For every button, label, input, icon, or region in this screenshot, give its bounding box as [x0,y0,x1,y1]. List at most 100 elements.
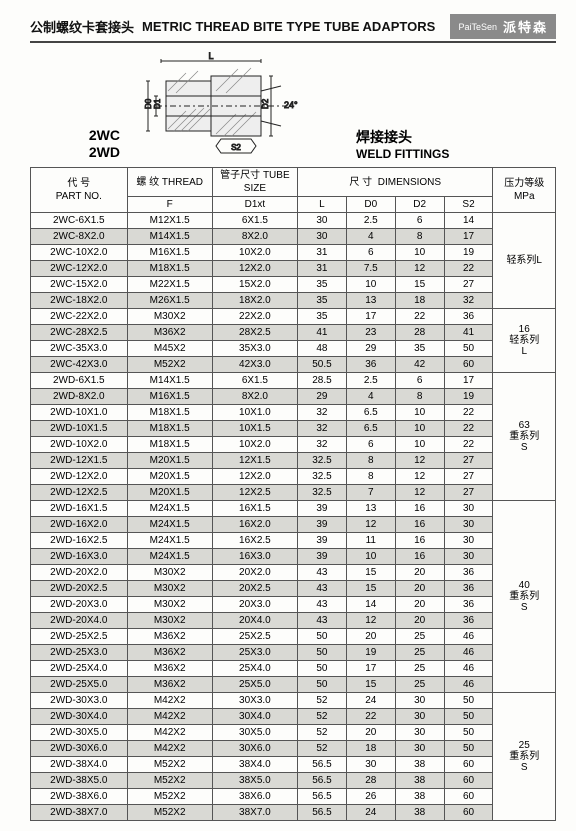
cell-l: 56.5 [298,805,347,821]
cell-d: 30X3.0 [212,693,297,709]
th-thread: 螺 纹 THREAD [127,168,212,197]
title-en: METRIC THREAD BITE TYPE TUBE ADAPTORS [142,19,450,34]
title-cn: 公制螺纹卡套接头 [30,17,134,36]
cell-d2: 16 [395,533,444,549]
cell-d: 12X2.0 [212,261,297,277]
cell-d0: 20 [346,629,395,645]
cell-p: 2WD-10X1.5 [31,421,128,437]
cell-s2: 36 [444,581,493,597]
cell-f: M18X1.5 [127,437,212,453]
cell-s2: 46 [444,661,493,677]
cell-f: M30X2 [127,597,212,613]
cell-d0: 28 [346,773,395,789]
cell-d2: 18 [395,293,444,309]
cell-f: M18X1.5 [127,405,212,421]
cell-d2: 16 [395,517,444,533]
cell-f: M42X2 [127,693,212,709]
th-part: 代 号PART NO. [31,168,128,213]
cell-p: 2WD-38X7.0 [31,805,128,821]
cell-d2: 16 [395,549,444,565]
cell-f: M52X2 [127,357,212,373]
cell-l: 50 [298,677,347,693]
cell-d2: 25 [395,645,444,661]
cell-p: 2WC-8X2.0 [31,229,128,245]
cell-p: 2WD-12X1.5 [31,453,128,469]
cell-d0: 24 [346,693,395,709]
cell-l: 50 [298,645,347,661]
cell-l: 32 [298,437,347,453]
table-body: 2WC-6X1.5M12X1.56X1.5302.5614轻系列L2WC-8X2… [31,213,556,821]
svg-text:L: L [208,51,213,61]
cell-p: 2WD-20X2.0 [31,565,128,581]
cell-d0: 6 [346,245,395,261]
cell-p: 2WD-20X4.0 [31,613,128,629]
cell-d: 20X3.0 [212,597,297,613]
cell-l: 32 [298,421,347,437]
th-press: 压力等级MPa [493,168,556,213]
cell-d0: 20 [346,725,395,741]
cell-l: 50 [298,629,347,645]
cell-f: M24X1.5 [127,533,212,549]
brand-badge: PaiTeSen 派特森 [450,14,556,39]
cell-f: M45X2 [127,341,212,357]
cell-d0: 4 [346,389,395,405]
cell-d0: 8 [346,453,395,469]
cell-d: 15X2.0 [212,277,297,293]
cell-p: 2WD-38X6.0 [31,789,128,805]
cell-d0: 6.5 [346,421,395,437]
cell-d0: 2.5 [346,213,395,229]
cell-l: 48 [298,341,347,357]
cell-s2: 30 [444,517,493,533]
table-row: 2WD-10X2.0M18X1.510X2.03261022 [31,437,556,453]
table-row: 2WD-38X6.0M52X238X6.056.5263860 [31,789,556,805]
cell-d0: 23 [346,325,395,341]
cell-p: 2WD-30X4.0 [31,709,128,725]
cell-d: 16X1.5 [212,501,297,517]
cell-l: 41 [298,325,347,341]
cell-s2: 22 [444,421,493,437]
cell-p: 2WD-20X3.0 [31,597,128,613]
cell-d2: 25 [395,661,444,677]
cell-d: 10X1.0 [212,405,297,421]
cell-l: 31 [298,245,347,261]
cell-d2: 30 [395,741,444,757]
table-row: 2WD-16X2.0M24X1.516X2.039121630 [31,517,556,533]
th-d2: D2 [395,197,444,213]
cell-d2: 42 [395,357,444,373]
cell-s2: 36 [444,309,493,325]
cell-d: 38X5.0 [212,773,297,789]
svg-text:24°: 24° [284,100,298,110]
cell-s2: 60 [444,773,493,789]
cell-d: 30X4.0 [212,709,297,725]
cell-s2: 46 [444,629,493,645]
table-row: 2WD-20X2.0M30X220X2.043152036 [31,565,556,581]
brand-cn: 派特森 [503,17,548,36]
cell-p: 2WD-12X2.0 [31,469,128,485]
cell-d0: 17 [346,309,395,325]
pressure-rating: 63 重系列 S [493,373,556,501]
cell-d2: 12 [395,261,444,277]
cell-f: M16X1.5 [127,389,212,405]
cell-s2: 22 [444,261,493,277]
cell-l: 30 [298,213,347,229]
cell-s2: 27 [444,485,493,501]
cell-d: 20X2.5 [212,581,297,597]
cell-d: 38X4.0 [212,757,297,773]
cell-p: 2WD-20X2.5 [31,581,128,597]
cell-l: 32.5 [298,485,347,501]
cell-d2: 20 [395,581,444,597]
cell-s2: 19 [444,389,493,405]
cell-d2: 15 [395,277,444,293]
cell-d0: 15 [346,677,395,693]
cell-d2: 38 [395,773,444,789]
cell-l: 39 [298,549,347,565]
cell-d0: 36 [346,357,395,373]
cell-s2: 30 [444,501,493,517]
cell-f: M18X1.5 [127,421,212,437]
cell-f: M42X2 [127,709,212,725]
cell-p: 2WD-30X5.0 [31,725,128,741]
cell-d0: 6.5 [346,405,395,421]
cell-l: 52 [298,693,347,709]
cell-s2: 36 [444,565,493,581]
cell-s2: 50 [444,341,493,357]
